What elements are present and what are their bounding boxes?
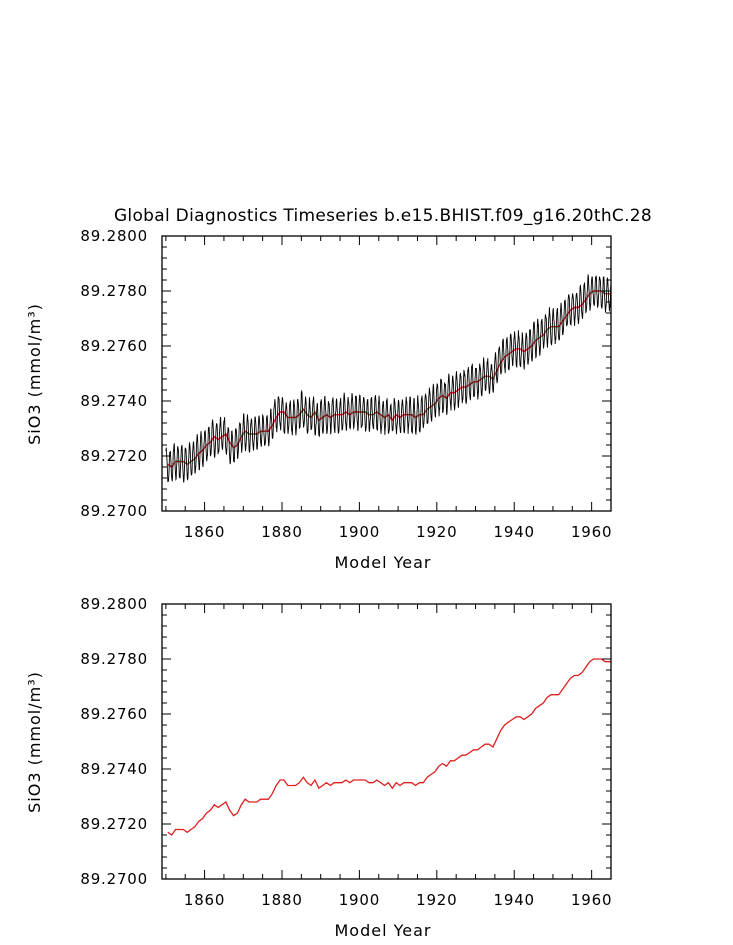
bottom-y-tick-label: 89.2800 <box>80 595 148 613</box>
top-plot-frame <box>161 235 612 512</box>
bottom-panel: 1860 1880 1900 1920 1940 1960 89.2700 89.2720 89… <box>25 595 612 940</box>
top-x-tick-label: 1860 <box>184 523 225 541</box>
top-y-tick-label: 89.2780 <box>80 282 148 300</box>
top-x-tick-label: 1880 <box>261 523 302 541</box>
bottom-x-axis-label: Model Year <box>335 921 432 940</box>
bottom-x-tick-label: 1900 <box>339 891 380 909</box>
top-x-tick-label: 1940 <box>494 523 535 541</box>
bottom-y-tick-label: 89.2700 <box>80 870 148 888</box>
top-y-tick-label: 89.2700 <box>80 502 148 520</box>
bottom-y-tick-label: 89.2720 <box>80 815 148 833</box>
top-y-tick-label: 89.2720 <box>80 447 148 465</box>
bottom-annual-series <box>167 658 611 836</box>
annual-mean-line <box>167 290 611 468</box>
top-annual-series <box>167 290 611 468</box>
figure-title: Global Diagnostics Timeseries b.e15.BHIS… <box>114 206 652 226</box>
bottom-x-tick-label: 1920 <box>416 891 457 909</box>
bottom-x-tick-label: 1860 <box>184 891 225 909</box>
top-x-tick-label: 1960 <box>571 523 612 541</box>
top-x-tick-label: 1900 <box>339 523 380 541</box>
bottom-x-tick-label: 1880 <box>261 891 302 909</box>
top-axes: 1860 1880 1900 1920 1940 1960 89.2700 89.2720 89… <box>80 227 612 541</box>
bottom-y-tick-label: 89.2740 <box>80 760 148 778</box>
bottom-x-tick-label: 1960 <box>571 891 612 909</box>
top-x-tick-label: 1920 <box>416 523 457 541</box>
bottom-x-tick-label: 1940 <box>494 891 535 909</box>
top-y-tick-label: 89.2800 <box>80 227 148 245</box>
annual-mean-line <box>167 658 611 836</box>
top-panel: 1860 1880 1900 1920 1940 1960 89.2700 89.2720 89… <box>25 227 612 572</box>
bottom-y-tick-label: 89.2780 <box>80 650 148 668</box>
bottom-y-tick-label: 89.2760 <box>80 705 148 723</box>
top-monthly-series <box>165 273 612 483</box>
top-y-tick-label: 89.2760 <box>80 337 148 355</box>
bottom-plot-frame <box>161 603 612 880</box>
bottom-axes: 1860 1880 1900 1920 1940 1960 89.2700 89.2720 89… <box>80 595 612 909</box>
top-y-axis-label: SiO3 (mmol/m³) <box>25 303 44 445</box>
top-x-axis-label: Model Year <box>335 553 432 572</box>
bottom-y-axis-label: SiO3 (mmol/m³) <box>25 671 44 813</box>
top-y-tick-label: 89.2740 <box>80 392 148 410</box>
monthly-line <box>165 273 612 483</box>
